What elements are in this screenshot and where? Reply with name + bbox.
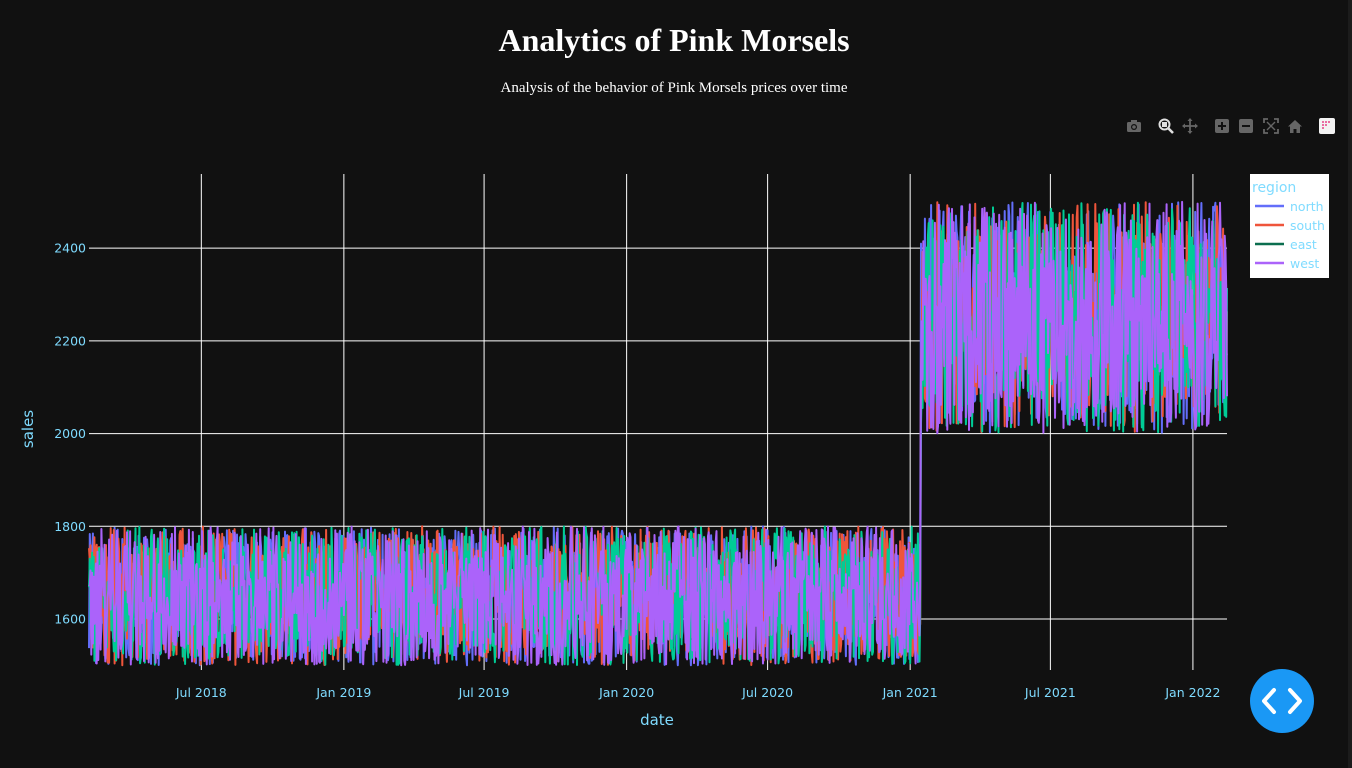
autoscale-icon[interactable]	[1261, 116, 1281, 136]
chart-modebar	[1124, 116, 1338, 136]
legend-item-west[interactable]: west	[1255, 256, 1319, 271]
zoom-out-icon[interactable]	[1236, 116, 1256, 136]
x-tick-label: Jul 2019	[458, 685, 510, 700]
x-tick-label: Jan 2022	[1164, 685, 1220, 700]
legend-label-west: west	[1290, 256, 1319, 271]
zoom-in-icon[interactable]	[1212, 116, 1232, 136]
pan-icon[interactable]	[1180, 116, 1200, 136]
plotly-logo-icon[interactable]	[1317, 116, 1337, 136]
page-scrollbar[interactable]	[1348, 0, 1352, 768]
x-tick-label: Jan 2021	[882, 685, 938, 700]
x-tick-label: Jul 2018	[175, 685, 227, 700]
x-axis-ticks: Jul 2018 Jan 2019 Jul 2019 Jan 2020 Jul 2020…	[175, 685, 1221, 700]
series-lines	[88, 200, 1228, 667]
legend-label-east: east	[1290, 237, 1317, 252]
y-axis-ticks: 1600 1800 2000 2200 2400	[54, 241, 86, 627]
page-title: Analytics of Pink Morsels	[498, 22, 850, 58]
y-tick-label: 1600	[54, 612, 86, 627]
legend-item-east[interactable]: east	[1255, 237, 1317, 252]
series-line-west[interactable]	[88, 200, 1228, 667]
legend-title: region	[1252, 180, 1296, 196]
zoom-icon[interactable]	[1156, 116, 1176, 136]
legend-item-south[interactable]: south	[1255, 218, 1325, 233]
page-subtitle: Analysis of the behavior of Pink Morsels…	[500, 80, 848, 96]
legend[interactable]: region north south east west	[1250, 174, 1329, 278]
y-tick-label: 1800	[54, 519, 86, 534]
y-axis-title: sales	[19, 410, 37, 448]
x-axis-title: date	[640, 711, 674, 729]
x-tick-label: Jul 2021	[1024, 685, 1076, 700]
y-tick-label: 2000	[54, 426, 86, 441]
y-tick-label: 2400	[54, 241, 86, 256]
x-tick-label: Jul 2020	[741, 685, 793, 700]
legend-item-north[interactable]: north	[1255, 199, 1324, 214]
code-toggle-button[interactable]	[1250, 669, 1314, 733]
code-brackets-icon	[1262, 688, 1302, 714]
x-tick-label: Jan 2020	[598, 685, 654, 700]
x-tick-label: Jan 2019	[315, 685, 371, 700]
legend-label-north: north	[1290, 199, 1324, 214]
y-tick-label: 2200	[54, 333, 86, 348]
legend-label-south: south	[1290, 218, 1325, 233]
reset-axes-icon[interactable]	[1285, 116, 1305, 136]
camera-icon[interactable]	[1124, 116, 1144, 136]
